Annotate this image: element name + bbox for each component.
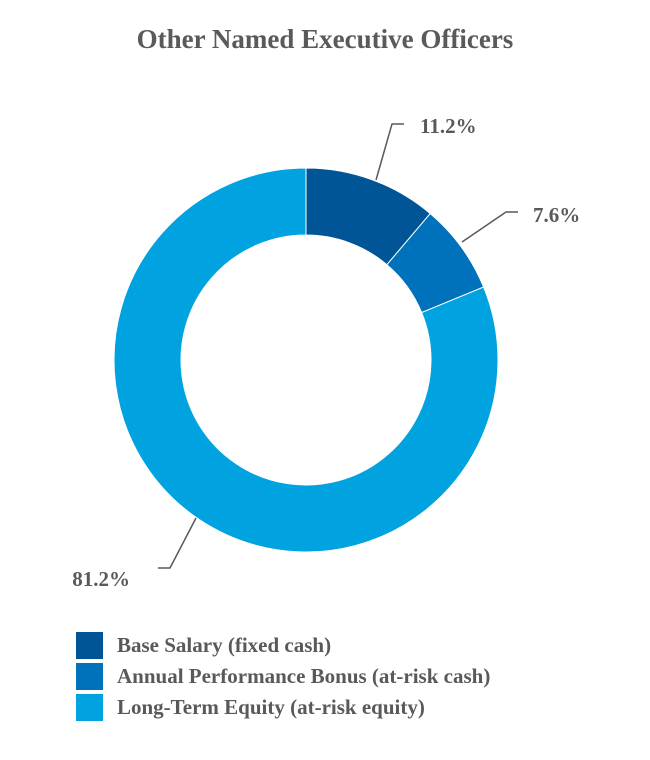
donut-chart: 11.2% 7.6% 81.2% bbox=[72, 114, 580, 591]
donut-slices bbox=[113, 167, 499, 553]
legend-swatch-base-salary bbox=[76, 632, 103, 659]
legend-item-annual-bonus: Annual Performance Bonus (at-risk cash) bbox=[76, 661, 490, 692]
leader-line-long-term-equity-at-risk-equity bbox=[158, 517, 197, 569]
legend-item-base-salary: Base Salary (fixed cash) bbox=[76, 630, 490, 661]
legend-label-long-term-equity: Long-Term Equity (at-risk equity) bbox=[117, 695, 425, 719]
data-label-base-salary-fixed-cash: 11.2% bbox=[420, 114, 477, 138]
leader-lines bbox=[158, 123, 518, 569]
data-label-annual-performance-bonus-at-risk-cash: 7.6% bbox=[533, 203, 580, 227]
donut-slice-long-term-equity-at-risk-equity bbox=[113, 167, 499, 553]
legend-item-long-term-equity: Long-Term Equity (at-risk equity) bbox=[76, 692, 490, 723]
leader-line-annual-performance-bonus-at-risk-cash bbox=[461, 211, 518, 243]
legend-swatch-long-term-equity bbox=[76, 694, 103, 721]
legend-label-annual-bonus: Annual Performance Bonus (at-risk cash) bbox=[117, 664, 491, 688]
legend-swatch-annual-bonus bbox=[76, 663, 103, 690]
chart-title: Other Named Executive Officers bbox=[136, 24, 514, 54]
data-label-long-term-equity-at-risk-equity: 81.2% bbox=[72, 567, 130, 591]
data-labels: 11.2% 7.6% 81.2% bbox=[72, 114, 580, 591]
leader-line-base-salary-fixed-cash bbox=[375, 123, 404, 181]
legend-label-base-salary: Base Salary (fixed cash) bbox=[117, 633, 332, 657]
legend: Base Salary (fixed cash) Annual Performa… bbox=[76, 630, 490, 723]
